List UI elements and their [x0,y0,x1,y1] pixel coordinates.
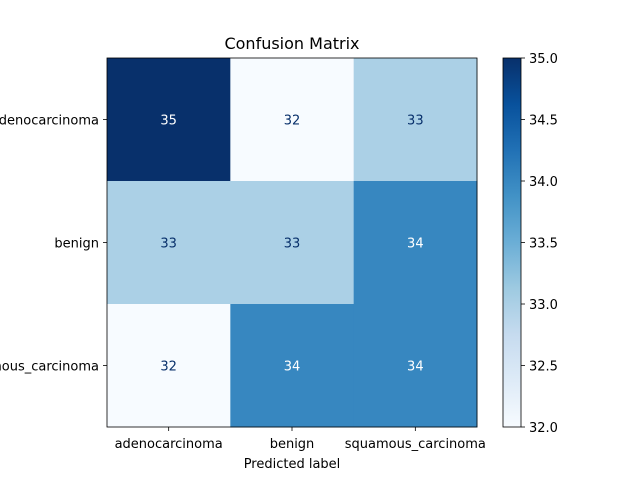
colorbar-tick-label: 34.0 [529,175,558,190]
x-axis-title: Predicted label [244,457,341,472]
heatmap-cell [107,58,231,182]
colorbar-tick-label: 32.5 [529,360,558,375]
colorbar-tick-label: 33.5 [529,237,558,252]
cell-value-label: 34 [407,360,424,375]
cell-value-label: 32 [284,114,301,129]
y-axis: adenocarcinoma benign squamous_carcinoma [0,114,107,375]
x-tick-label: squamous_carcinoma [345,437,486,452]
cell-value-label: 34 [407,237,424,252]
heatmap-cell [353,304,478,428]
colorbar-tick-label: 33.0 [529,298,558,313]
x-axis: adenocarcinoma benign squamous_carcinoma [115,427,486,452]
colorbar: 32.0 32.5 33.0 33.5 34.0 34.5 35.0 [502,52,558,436]
cell-value-label: 35 [160,114,177,129]
x-tick-label: benign [270,437,315,452]
heatmap-cell [230,58,355,182]
colorbar-tick-label: 34.5 [529,114,558,129]
heatmap-cell [230,181,355,305]
y-tick-label: benign [54,237,99,252]
y-tick-label: squamous_carcinoma [0,360,99,375]
heatmap-cell [107,181,231,305]
heatmap-cell [107,304,231,428]
colorbar-bar [502,57,522,428]
heatmap-cell [353,181,478,305]
heatmap-cell [353,58,478,182]
chart-title: Confusion Matrix [224,34,359,53]
colorbar-tick-label: 35.0 [529,52,558,67]
cell-value-label: 33 [407,114,424,129]
x-tick-label: adenocarcinoma [115,437,223,452]
y-tick-label: adenocarcinoma [0,114,99,129]
cell-value-label: 33 [160,237,177,252]
cell-value-label: 33 [284,237,301,252]
cell-value-label: 32 [160,360,177,375]
heatmap-cells: 35 32 33 33 33 34 32 34 34 [107,58,478,428]
heatmap-cell [230,304,355,428]
cell-value-label: 34 [284,360,301,375]
colorbar-tick-label: 32.0 [529,421,558,436]
